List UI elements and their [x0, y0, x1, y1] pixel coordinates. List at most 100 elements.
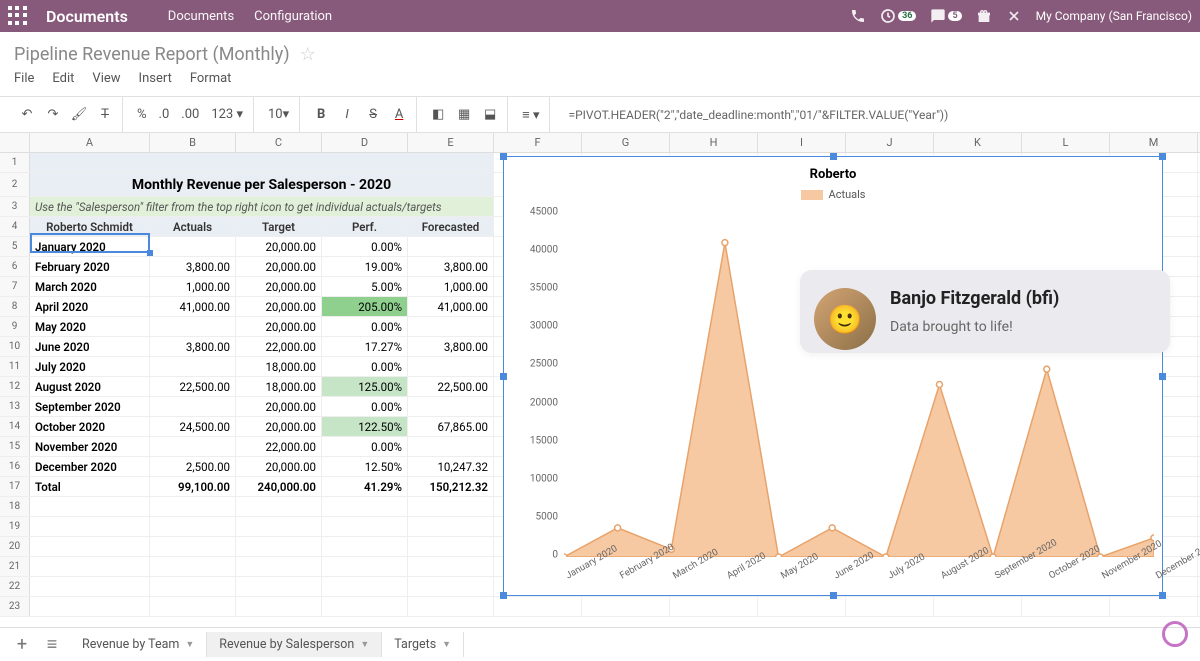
- col-head-A[interactable]: A: [30, 133, 150, 152]
- close-icon[interactable]: [1006, 8, 1022, 24]
- decimal-decrease[interactable]: .0: [155, 104, 174, 126]
- cell[interactable]: February 2020: [30, 257, 150, 276]
- cell[interactable]: September 2020: [30, 397, 150, 416]
- undo-icon[interactable]: ↶: [16, 104, 38, 126]
- cell[interactable]: January 2020: [30, 237, 150, 256]
- cell[interactable]: [236, 497, 322, 516]
- cell[interactable]: 20,000.00: [236, 397, 322, 416]
- gift-icon[interactable]: [976, 8, 992, 24]
- formula-bar[interactable]: =PIVOT.HEADER("2","date_deadline:month",…: [554, 108, 1190, 122]
- cell[interactable]: [150, 237, 236, 256]
- add-sheet-button[interactable]: +: [10, 633, 34, 657]
- cell[interactable]: [408, 357, 494, 376]
- cell[interactable]: 18,000.00: [236, 357, 322, 376]
- cell[interactable]: August 2020: [30, 377, 150, 396]
- col-head-I[interactable]: I: [758, 133, 846, 152]
- menu-edit[interactable]: Edit: [52, 71, 74, 90]
- cell[interactable]: [150, 557, 236, 576]
- cell[interactable]: April 2020: [30, 297, 150, 316]
- help-icon[interactable]: [1162, 621, 1188, 647]
- cell[interactable]: [408, 537, 494, 556]
- sheet-tab[interactable]: Revenue by Salesperson▼: [207, 632, 382, 657]
- col-head-D[interactable]: D: [322, 133, 408, 152]
- cell[interactable]: [408, 517, 494, 536]
- cell[interactable]: [150, 437, 236, 456]
- cell[interactable]: [1022, 597, 1110, 616]
- cell[interactable]: June 2020: [30, 337, 150, 356]
- align-icon[interactable]: ≡ ▾: [518, 104, 543, 126]
- cell[interactable]: [322, 517, 408, 536]
- cell[interactable]: [150, 397, 236, 416]
- cell[interactable]: [758, 597, 846, 616]
- cell[interactable]: 205.00%: [322, 297, 408, 316]
- cell[interactable]: 0.00%: [322, 357, 408, 376]
- sheet-list-button[interactable]: ≡: [40, 633, 64, 657]
- cell[interactable]: [322, 557, 408, 576]
- cell[interactable]: [322, 497, 408, 516]
- cell[interactable]: 22,000.00: [236, 337, 322, 356]
- cell[interactable]: Monthly Revenue per Salesperson - 2020: [30, 173, 494, 196]
- cell[interactable]: [150, 537, 236, 556]
- activity-icon[interactable]: 36: [880, 8, 916, 24]
- cell[interactable]: 41,000.00: [150, 297, 236, 316]
- cell[interactable]: [408, 237, 494, 256]
- chart-container[interactable]: Roberto Actuals 050001000015000200002500…: [503, 156, 1163, 596]
- cell[interactable]: [30, 153, 494, 172]
- bold-button[interactable]: B: [310, 104, 332, 126]
- favorite-star-icon[interactable]: ☆: [300, 44, 316, 65]
- cell[interactable]: [322, 577, 408, 596]
- cell[interactable]: [408, 317, 494, 336]
- cell[interactable]: [408, 497, 494, 516]
- cell[interactable]: 19.00%: [322, 257, 408, 276]
- cell[interactable]: 0.00%: [322, 237, 408, 256]
- cell[interactable]: [494, 597, 582, 616]
- cell[interactable]: [322, 597, 408, 616]
- cell[interactable]: 20,000.00: [236, 417, 322, 436]
- clear-format-icon[interactable]: T: [94, 104, 116, 126]
- strike-button[interactable]: S: [362, 104, 384, 126]
- cell[interactable]: 41.29%: [322, 477, 408, 496]
- cell[interactable]: 3,800.00: [150, 257, 236, 276]
- cell[interactable]: 22,500.00: [150, 377, 236, 396]
- fill-color-icon[interactable]: ◧: [427, 104, 449, 126]
- cell[interactable]: 22,000.00: [236, 437, 322, 456]
- cell[interactable]: 67,865.00: [408, 417, 494, 436]
- cell[interactable]: [408, 557, 494, 576]
- percent-button[interactable]: %: [133, 104, 151, 126]
- cell[interactable]: Target: [236, 217, 322, 236]
- merge-icon[interactable]: ⬓: [479, 104, 501, 126]
- cell[interactable]: [582, 597, 670, 616]
- cell[interactable]: 99,100.00: [150, 477, 236, 496]
- cell[interactable]: [236, 517, 322, 536]
- col-head-F[interactable]: F: [494, 133, 582, 152]
- cell[interactable]: 41,000.00: [408, 297, 494, 316]
- cell[interactable]: Total: [30, 477, 150, 496]
- col-head-E[interactable]: E: [408, 133, 494, 152]
- cell[interactable]: Roberto Schmidt: [30, 217, 150, 236]
- cell[interactable]: 17.27%: [322, 337, 408, 356]
- col-head-C[interactable]: C: [236, 133, 322, 152]
- cell[interactable]: 2,500.00: [150, 457, 236, 476]
- phone-icon[interactable]: [850, 8, 866, 24]
- cell[interactable]: 5.00%: [322, 277, 408, 296]
- menu-insert[interactable]: Insert: [139, 71, 172, 90]
- cell[interactable]: 20,000.00: [236, 257, 322, 276]
- cell[interactable]: [150, 517, 236, 536]
- cell[interactable]: December 2020: [30, 457, 150, 476]
- font-size[interactable]: 10 ▾: [264, 104, 293, 126]
- cell[interactable]: Use the "Salesperson" filter from the to…: [30, 197, 494, 216]
- cell[interactable]: [236, 557, 322, 576]
- cell[interactable]: 240,000.00: [236, 477, 322, 496]
- cell[interactable]: 122.50%: [322, 417, 408, 436]
- col-head-J[interactable]: J: [846, 133, 934, 152]
- cell[interactable]: October 2020: [30, 417, 150, 436]
- sheet-tab[interactable]: Targets▼: [382, 632, 464, 657]
- cell[interactable]: [30, 557, 150, 576]
- sheet-tab[interactable]: Revenue by Team▼: [70, 632, 207, 657]
- cell[interactable]: [150, 317, 236, 336]
- cell[interactable]: 24,500.00: [150, 417, 236, 436]
- cell[interactable]: March 2020: [30, 277, 150, 296]
- cell[interactable]: [30, 497, 150, 516]
- cell[interactable]: 3,800.00: [408, 257, 494, 276]
- cell[interactable]: 20,000.00: [236, 457, 322, 476]
